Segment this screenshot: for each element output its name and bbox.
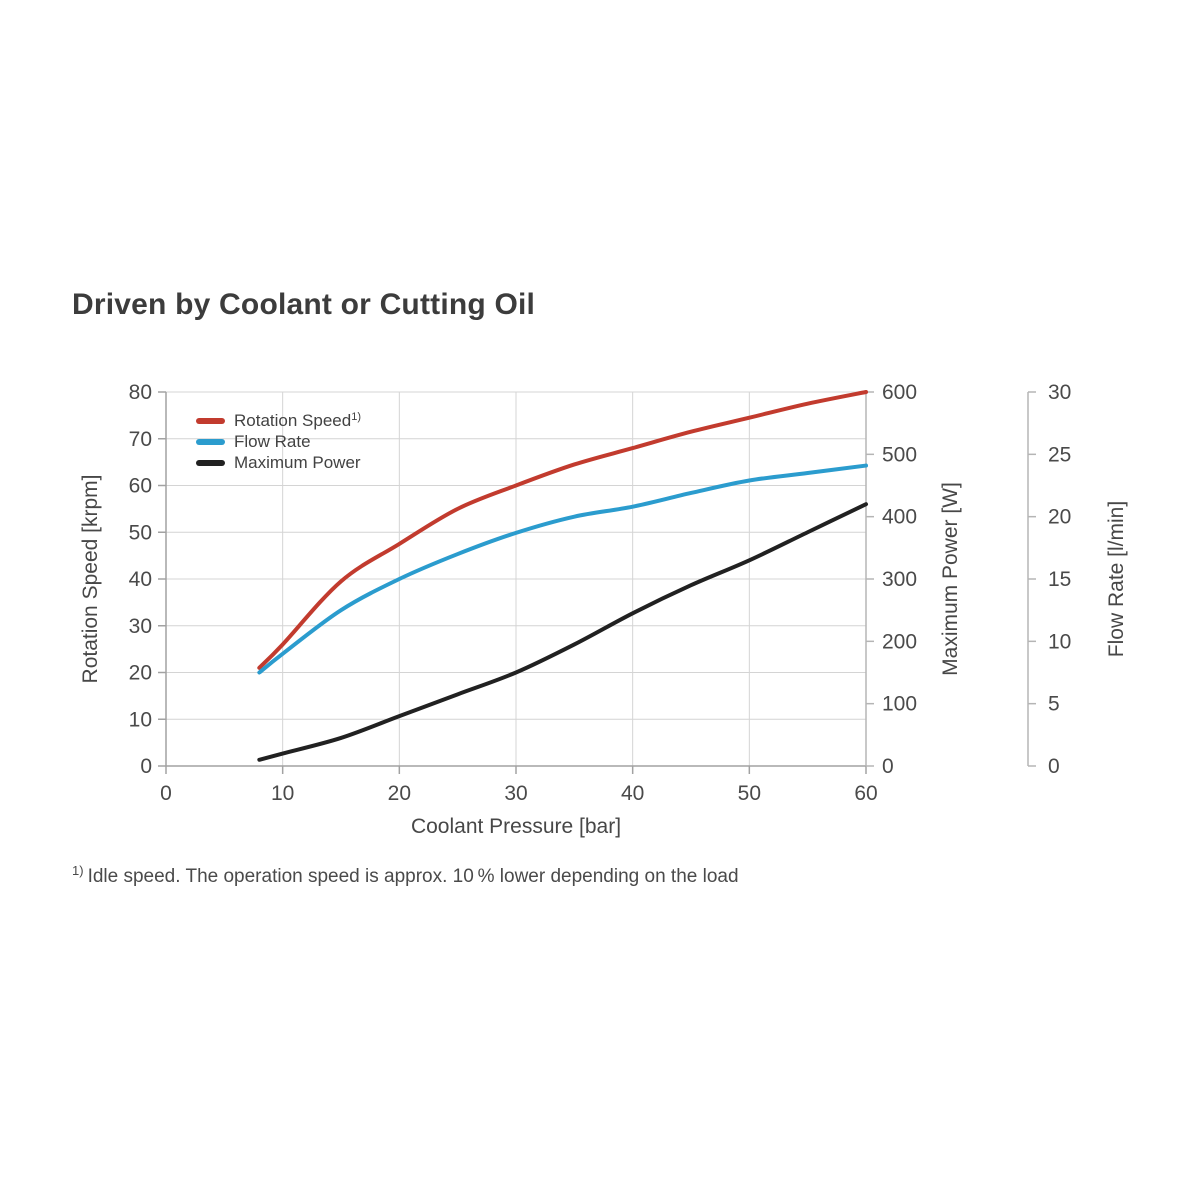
svg-text:40: 40 bbox=[621, 782, 644, 805]
svg-text:0: 0 bbox=[160, 782, 172, 805]
footnote: 1) Idle speed. The operation speed is app… bbox=[72, 863, 739, 888]
svg-text:20: 20 bbox=[129, 662, 152, 685]
svg-text:600: 600 bbox=[882, 381, 917, 404]
y-axis-power-label: Maximum Power [W] bbox=[939, 482, 962, 676]
legend-item-flow-rate: Flow Rate bbox=[196, 431, 361, 452]
svg-text:60: 60 bbox=[129, 475, 152, 498]
svg-text:60: 60 bbox=[854, 782, 877, 805]
flow-rate-line-swatch bbox=[196, 438, 225, 445]
svg-text:30: 30 bbox=[504, 782, 527, 805]
y-axis-flow-label: Flow Rate [l/min] bbox=[1105, 500, 1128, 658]
svg-text:100: 100 bbox=[882, 693, 917, 716]
x-axis-label: Coolant Pressure [bar] bbox=[410, 815, 622, 838]
svg-text:10: 10 bbox=[1048, 630, 1071, 653]
svg-text:20: 20 bbox=[388, 782, 411, 805]
legend-label: Maximum Power bbox=[234, 452, 361, 472]
footnote-marker: 1) bbox=[72, 863, 84, 878]
svg-text:70: 70 bbox=[129, 428, 152, 451]
svg-text:30: 30 bbox=[1048, 381, 1071, 404]
legend-item-maximum-power: Maximum Power bbox=[196, 452, 361, 473]
svg-text:5: 5 bbox=[1048, 693, 1060, 716]
svg-text:50: 50 bbox=[129, 521, 152, 544]
footnote-text: Idle speed. The operation speed is appro… bbox=[87, 866, 739, 887]
legend-label: Rotation Speed1) bbox=[234, 410, 361, 430]
rotation-speed-line-swatch bbox=[196, 417, 225, 424]
svg-text:10: 10 bbox=[129, 708, 152, 731]
svg-text:20: 20 bbox=[1048, 506, 1071, 529]
svg-text:40: 40 bbox=[129, 568, 152, 591]
legend-label: Flow Rate bbox=[234, 431, 311, 451]
chart-legend: Rotation Speed1) Flow Rate Maximum Power bbox=[196, 410, 361, 473]
svg-text:50: 50 bbox=[738, 782, 761, 805]
legend-item-rotation-speed: Rotation Speed1) bbox=[196, 410, 361, 431]
svg-text:10: 10 bbox=[271, 782, 294, 805]
svg-text:0: 0 bbox=[140, 755, 152, 778]
svg-text:300: 300 bbox=[882, 568, 917, 591]
svg-text:200: 200 bbox=[882, 630, 917, 653]
svg-text:30: 30 bbox=[129, 615, 152, 638]
y-axis-left-label: Rotation Speed [krpm] bbox=[79, 474, 102, 684]
chart-title: Driven by Coolant or Cutting Oil bbox=[72, 288, 536, 321]
svg-text:0: 0 bbox=[1048, 755, 1060, 778]
svg-text:15: 15 bbox=[1048, 568, 1071, 591]
svg-text:500: 500 bbox=[882, 443, 917, 466]
svg-text:0: 0 bbox=[882, 755, 894, 778]
svg-text:80: 80 bbox=[129, 381, 152, 404]
svg-text:400: 400 bbox=[882, 506, 917, 529]
svg-text:25: 25 bbox=[1048, 443, 1071, 466]
maximum-power-line-swatch bbox=[196, 459, 225, 466]
